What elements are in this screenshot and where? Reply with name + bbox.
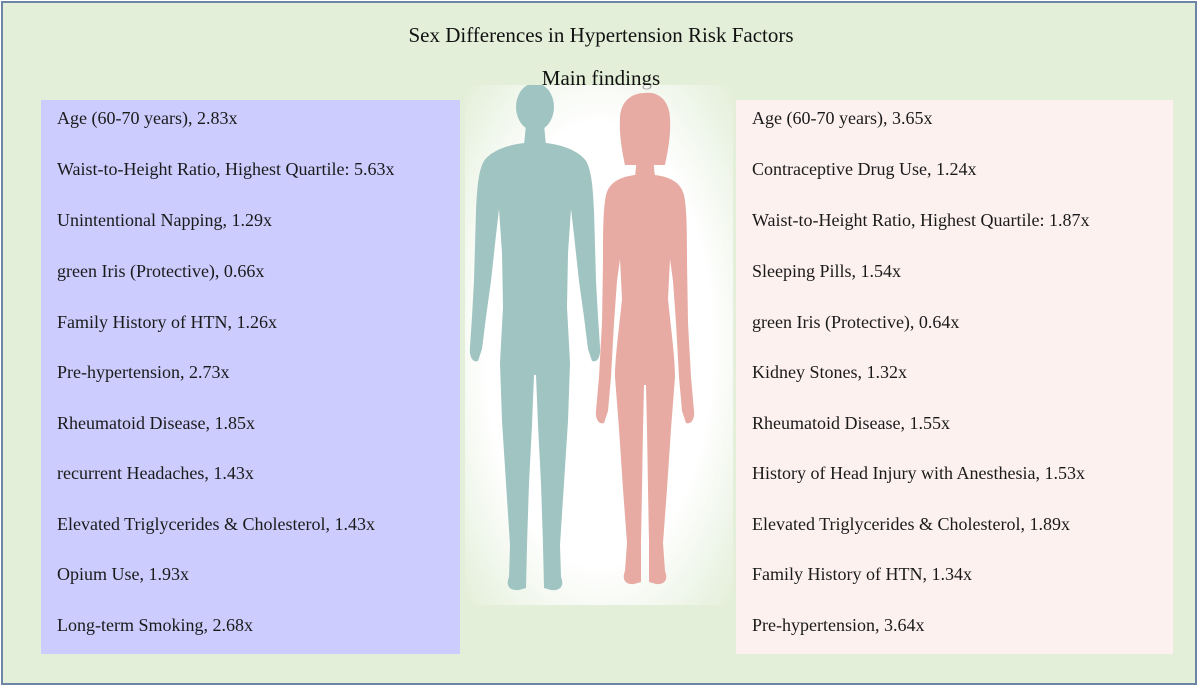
women-risk-factor: Rheumatoid Disease, 1.55x — [752, 413, 950, 433]
human-figures — [465, 85, 733, 605]
human-figures-svg — [469, 85, 695, 591]
men-risk-factor: Family History of HTN, 1.26x — [57, 312, 277, 332]
women-risk-factor: Elevated Triglycerides & Cholesterol, 1.… — [752, 514, 1070, 534]
women-risk-factor: Age (60-70 years), 3.65x — [752, 108, 933, 128]
women-risk-factor: History of Head Injury with Anesthesia, … — [752, 463, 1085, 483]
diagram-title: Sex Differences in Hypertension Risk Fac… — [408, 23, 794, 47]
men-risk-factor: green Iris (Protective), 0.66x — [57, 261, 265, 281]
women-risk-factor: Kidney Stones, 1.32x — [752, 362, 907, 382]
men-risk-factors-panel: Age (60-70 years), 2.83x Waist-to-Height… — [41, 100, 460, 654]
men-risk-factor: Opium Use, 1.93x — [57, 564, 189, 584]
women-risk-factor: Sleeping Pills, 1.54x — [752, 261, 902, 281]
men-risk-factor: Age (60-70 years), 2.83x — [57, 108, 238, 128]
women-risk-factors-panel: Age (60-70 years), 3.65x Contraceptive D… — [736, 100, 1173, 654]
women-risk-factor: Waist-to-Height Ratio, Highest Quartile:… — [752, 210, 1090, 230]
male-silhouette-icon — [469, 85, 601, 591]
women-risk-factor: Contraceptive Drug Use, 1.24x — [752, 159, 977, 179]
men-risk-factor: Unintentional Napping, 1.29x — [57, 210, 272, 230]
men-risk-factor: Waist-to-Height Ratio, Highest Quartile:… — [57, 159, 395, 179]
men-risk-factor: Rheumatoid Disease, 1.85x — [57, 413, 255, 433]
women-risk-factor: Family History of HTN, 1.34x — [752, 564, 972, 584]
women-risk-factor: green Iris (Protective), 0.64x — [752, 312, 960, 332]
female-silhouette-icon — [595, 92, 695, 585]
men-risk-factor: Long-term Smoking, 2.68x — [57, 615, 253, 635]
women-risk-factor: Pre-hypertension, 3.64x — [752, 615, 925, 635]
men-risk-factor: recurrent Headaches, 1.43x — [57, 463, 254, 483]
men-risk-factor: Elevated Triglycerides & Cholesterol, 1.… — [57, 514, 375, 534]
men-risk-factor: Pre-hypertension, 2.73x — [57, 362, 230, 382]
